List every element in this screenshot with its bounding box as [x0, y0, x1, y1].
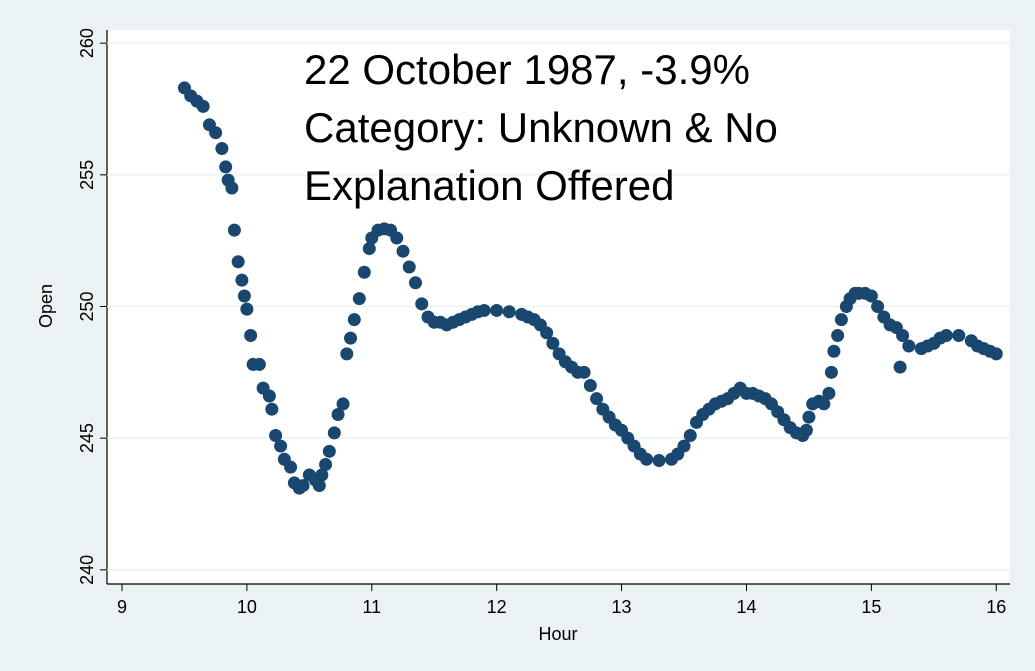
point: [834, 313, 848, 327]
annotation: Explanation Offered: [304, 162, 674, 209]
point: [683, 429, 697, 443]
y-tick-label: 255: [77, 160, 97, 190]
point: [822, 386, 836, 400]
point: [540, 326, 554, 340]
point: [864, 289, 878, 303]
point: [340, 347, 354, 361]
point: [799, 423, 813, 437]
annotation: Category: Unknown & No: [304, 104, 778, 151]
y-tick-label: 260: [77, 28, 97, 58]
point: [502, 305, 516, 319]
point: [244, 328, 258, 342]
point: [344, 331, 358, 345]
point: [327, 426, 341, 440]
point: [802, 410, 816, 424]
x-tick-label: 16: [986, 597, 1006, 617]
y-tick-label: 245: [77, 423, 97, 453]
point: [225, 181, 239, 195]
x-tick-label: 15: [861, 597, 881, 617]
y-axis-label: Open: [36, 284, 56, 328]
point: [315, 468, 329, 482]
y-tick-label: 250: [77, 291, 97, 321]
point: [677, 439, 691, 453]
point: [477, 303, 491, 317]
point: [871, 300, 885, 313]
point: [296, 479, 310, 493]
point: [274, 439, 288, 453]
point: [196, 99, 210, 113]
x-tick-label: 12: [487, 597, 507, 617]
point: [396, 244, 410, 258]
point: [240, 302, 254, 316]
point: [817, 397, 831, 411]
point: [902, 339, 916, 353]
point: [312, 479, 326, 493]
point: [252, 357, 266, 371]
point: [490, 303, 504, 317]
point: [331, 407, 345, 421]
x-tick-label: 10: [237, 597, 257, 617]
point: [402, 260, 416, 274]
point: [219, 160, 233, 174]
point: [209, 126, 223, 140]
point: [322, 444, 336, 458]
point: [827, 344, 841, 358]
point: [231, 255, 245, 269]
point: [896, 328, 910, 342]
point: [652, 454, 666, 468]
point: [319, 458, 333, 471]
point: [284, 460, 298, 474]
point: [352, 292, 366, 306]
point: [824, 365, 838, 379]
point: [336, 397, 350, 411]
x-tick-label: 9: [117, 597, 127, 617]
point: [546, 336, 560, 350]
point: [269, 429, 283, 443]
point: [989, 347, 1003, 361]
point: [577, 365, 591, 379]
point: [235, 273, 249, 287]
point: [415, 297, 429, 311]
point: [262, 389, 276, 403]
x-axis-label: Hour: [538, 624, 577, 644]
point: [590, 392, 604, 406]
point: [831, 328, 845, 342]
annotation: 22 October 1987, -3.9%: [304, 46, 750, 93]
point: [583, 379, 597, 392]
point: [939, 328, 953, 342]
y-tick-label: 240: [77, 555, 97, 585]
point: [952, 328, 966, 342]
point: [390, 231, 404, 245]
x-tick-label: 14: [736, 597, 756, 617]
x-tick-label: 11: [362, 597, 381, 617]
point: [893, 360, 907, 374]
point: [408, 276, 422, 290]
x-tick-label: 13: [612, 597, 632, 617]
point: [227, 223, 241, 237]
point: [640, 452, 654, 466]
point: [265, 402, 279, 416]
point: [357, 265, 371, 279]
point: [347, 313, 361, 327]
point: [362, 242, 376, 256]
point: [215, 142, 229, 155]
point: [237, 289, 251, 303]
